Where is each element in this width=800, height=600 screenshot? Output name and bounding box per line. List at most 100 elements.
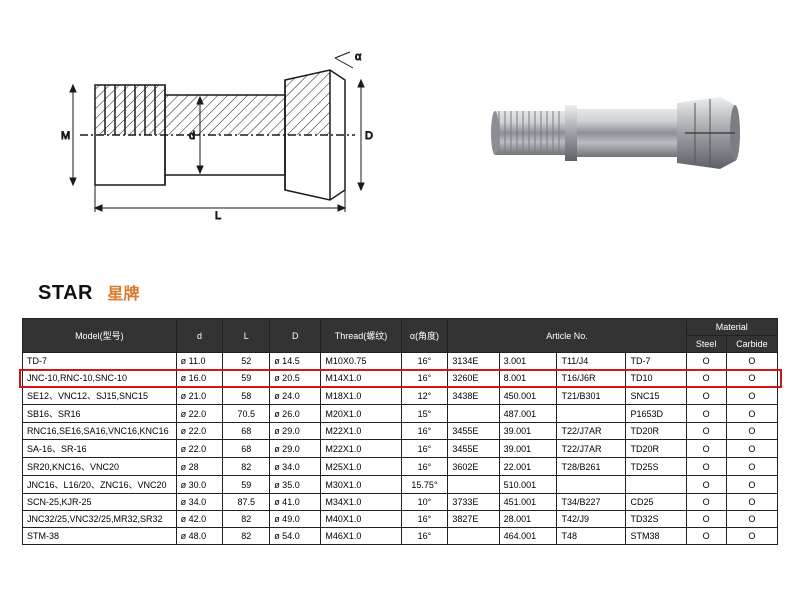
cell-d: ø 11.0 [176,353,223,370]
cell-steel: O [686,440,726,458]
cell-steel: O [686,458,726,476]
cell-a1 [448,528,499,545]
th-alpha: α(角度) [401,319,448,353]
cell-model: JNC-10,RNC-10,SNC-10 [23,370,177,387]
dim-label-alpha: α [355,51,362,63]
cell-D: ø 29.0 [270,423,321,440]
cell-D: ø 35.0 [270,476,321,494]
cell-L: 58 [223,387,270,405]
cell-d: ø 48.0 [176,528,223,545]
cell-alpha: 16° [401,370,448,387]
cell-steel: O [686,423,726,440]
header-row-1: Model(型号) d L D Thread(螺纹) α(角度) Article… [23,319,778,336]
cell-a4: TD-7 [626,353,686,370]
th-model: Model(型号) [23,319,177,353]
cell-a2: 464.001 [499,528,557,545]
cell-a3: T21/B301 [557,387,626,405]
cell-L: 59 [223,370,270,387]
cell-carbide: O [726,528,777,545]
cell-a3: T42/J9 [557,511,626,528]
cell-d: ø 16.0 [176,370,223,387]
cell-a2: 22.001 [499,458,557,476]
cell-model: JNC32/25,VNC32/25,MR32,SR32 [23,511,177,528]
cell-D: ø 29.0 [270,440,321,458]
spec-table: Model(型号) d L D Thread(螺纹) α(角度) Article… [22,318,778,545]
table-row: JNC-10,RNC-10,SNC-10ø 16.059ø 20.5M14X1.… [23,370,778,387]
cell-a1: 3260E [448,370,499,387]
cell-a2: 487.001 [499,405,557,423]
cell-carbide: O [726,511,777,528]
cell-a1: 3455E [448,423,499,440]
cell-thread: M20X1.0 [321,405,401,423]
cell-carbide: O [726,440,777,458]
cell-D: ø 14.5 [270,353,321,370]
cell-d: ø 22.0 [176,440,223,458]
cell-L: 82 [223,528,270,545]
table-row: JNC16、L16/20、ZNC16、VNC20ø 30.059ø 35.0M3… [23,476,778,494]
table-row: SCN-25,KJR-25ø 34.087.5ø 41.0M34X1.010°3… [23,494,778,511]
table-row: SR20,KNC16、VNC20ø 2882ø 34.0M25X1.016°36… [23,458,778,476]
brand-cn: 星牌 [107,286,139,303]
cell-thread: M18X1.0 [321,387,401,405]
th-thread: Thread(螺纹) [321,319,401,353]
cell-D: ø 24.0 [270,387,321,405]
cell-a4: TD10 [626,370,686,387]
th-carbide: Carbide [726,336,777,353]
cell-a2: 39.001 [499,440,557,458]
cell-alpha: 10° [401,494,448,511]
cell-alpha: 16° [401,423,448,440]
cell-a3 [557,405,626,423]
cell-a4: SNC15 [626,387,686,405]
cell-model: SR20,KNC16、VNC20 [23,458,177,476]
th-L: L [223,319,270,353]
cell-a3: T34/B227 [557,494,626,511]
cell-alpha: 16° [401,511,448,528]
dim-label-M: M [61,130,70,142]
dim-label-d: d [189,130,195,142]
cell-thread: M22X1.0 [321,423,401,440]
cell-steel: O [686,494,726,511]
cell-steel: O [686,405,726,423]
cell-alpha: 15° [401,405,448,423]
cell-a4: TD20R [626,440,686,458]
cell-alpha: 15.75° [401,476,448,494]
cell-D: ø 41.0 [270,494,321,511]
cell-D: ø 34.0 [270,458,321,476]
table-row: SB16、SR16ø 22.070.5ø 26.0M20X1.015°487.0… [23,405,778,423]
cell-a4: TD32S [626,511,686,528]
cell-a3: T48 [557,528,626,545]
brand-en: STAR [38,282,93,304]
cell-alpha: 16° [401,458,448,476]
cell-model: SB16、SR16 [23,405,177,423]
cell-d: ø 34.0 [176,494,223,511]
cell-steel: O [686,370,726,387]
cell-L: 82 [223,511,270,528]
cell-D: ø 26.0 [270,405,321,423]
cell-steel: O [686,511,726,528]
table-row: RNC16,SE16,SA16,VNC16,KNC16ø 22.068ø 29.… [23,423,778,440]
cell-a2: 28.001 [499,511,557,528]
cell-D: ø 20.5 [270,370,321,387]
table-row: JNC32/25,VNC32/25,MR32,SR32ø 42.082ø 49.… [23,511,778,528]
cell-a1 [448,405,499,423]
cell-a3: T11/J4 [557,353,626,370]
cell-a2: 450.001 [499,387,557,405]
cell-thread: M34X1.0 [321,494,401,511]
cell-L: 68 [223,423,270,440]
cell-alpha: 16° [401,528,448,545]
table-row: SE12、VNC12、SJ15,SNC15ø 21.058ø 24.0M18X1… [23,387,778,405]
cell-L: 70.5 [223,405,270,423]
cell-a2: 3.001 [499,353,557,370]
cell-steel: O [686,476,726,494]
cell-carbide: O [726,405,777,423]
cell-thread: M30X1.0 [321,476,401,494]
cell-steel: O [686,528,726,545]
top-figure-area: M d D α L [0,0,800,250]
cell-a2: 39.001 [499,423,557,440]
cell-model: SA-16、SR-16 [23,440,177,458]
cell-L: 68 [223,440,270,458]
cell-a4: TD25S [626,458,686,476]
cell-thread: M14X1.0 [321,370,401,387]
cell-a3: T22/J7AR [557,423,626,440]
cell-carbide: O [726,458,777,476]
